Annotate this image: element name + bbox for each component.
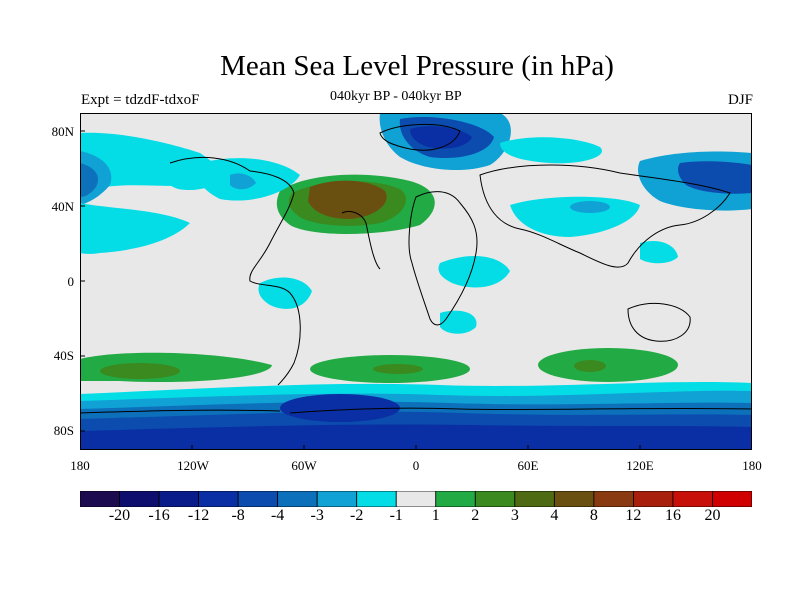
experiment-label: Expt = tdzdF-tdxoF [81,92,200,108]
colorbar-label: 16 [664,507,681,524]
colorbar-swatch [672,491,713,507]
colorbar-swatch [316,491,358,507]
lon-label-0: 0 [412,458,420,473]
lat-label-40n: 40N [51,199,74,214]
colorbar-label: -2 [350,507,364,524]
lon-label-180w: 180 [70,458,90,473]
colorbar-swatch [237,491,279,507]
colorbar-swatch [158,491,199,507]
lat-label-equator: 0 [67,274,75,289]
pressure-map [80,113,752,450]
northern-low-regions [80,113,752,254]
lon-label-60e: 60E [517,458,539,473]
colorbar-label: -4 [270,507,285,524]
period-label: 040kyr BP - 040kyr BP [330,89,462,104]
colorbar-label: -12 [187,507,210,524]
colorbar-swatch [633,491,674,507]
southern-midlatitude-high-regions [80,348,678,383]
north-atlantic-high-region [276,174,435,234]
lat-label-80s: 80S [53,423,74,438]
lon-label-120w: 120W [177,458,209,473]
colorbar-label: 4 [550,507,559,524]
colorbar-swatch [198,491,239,507]
map-title: Mean Sea Level Pressure (in hPa) [220,50,614,82]
colorbar-swatch [474,491,516,507]
colorbar [80,491,752,507]
colorbar-label: 3 [510,507,519,524]
colorbar-label: -16 [148,507,170,524]
lat-label-80n: 80N [51,124,74,139]
map-ticks [80,130,641,450]
lat-label-40s: 40S [53,348,74,363]
colorbar-swatch [119,491,160,507]
colorbar-label: 1 [431,507,440,524]
southern-ocean-low-region [80,382,752,450]
colorbar-swatch [593,491,634,507]
colorbar-swatch [356,491,397,507]
colorbar-swatch [435,491,476,507]
season-label: DJF [727,92,753,108]
colorbar-swatch [395,491,437,507]
colorbar-label: -8 [231,507,245,524]
lon-label-120e: 120E [626,458,654,473]
colorbar-swatch [277,491,318,507]
colorbar-label: -20 [108,507,131,524]
lon-label-180e: 180 [742,458,762,473]
colorbar-label: -1 [389,507,403,524]
colorbar-label: 20 [704,507,721,524]
colorbar-swatch [553,491,595,507]
colorbar-label: 2 [471,507,480,524]
colorbar-swatch [712,491,752,507]
colorbar-label: 12 [625,507,642,524]
colorbar-swatch [80,491,120,507]
colorbar-label: 8 [589,507,598,524]
colorbar-swatch [514,491,555,507]
lon-label-60w: 60W [291,458,317,473]
coastlines [80,124,752,414]
colorbar-label: -3 [310,507,324,524]
